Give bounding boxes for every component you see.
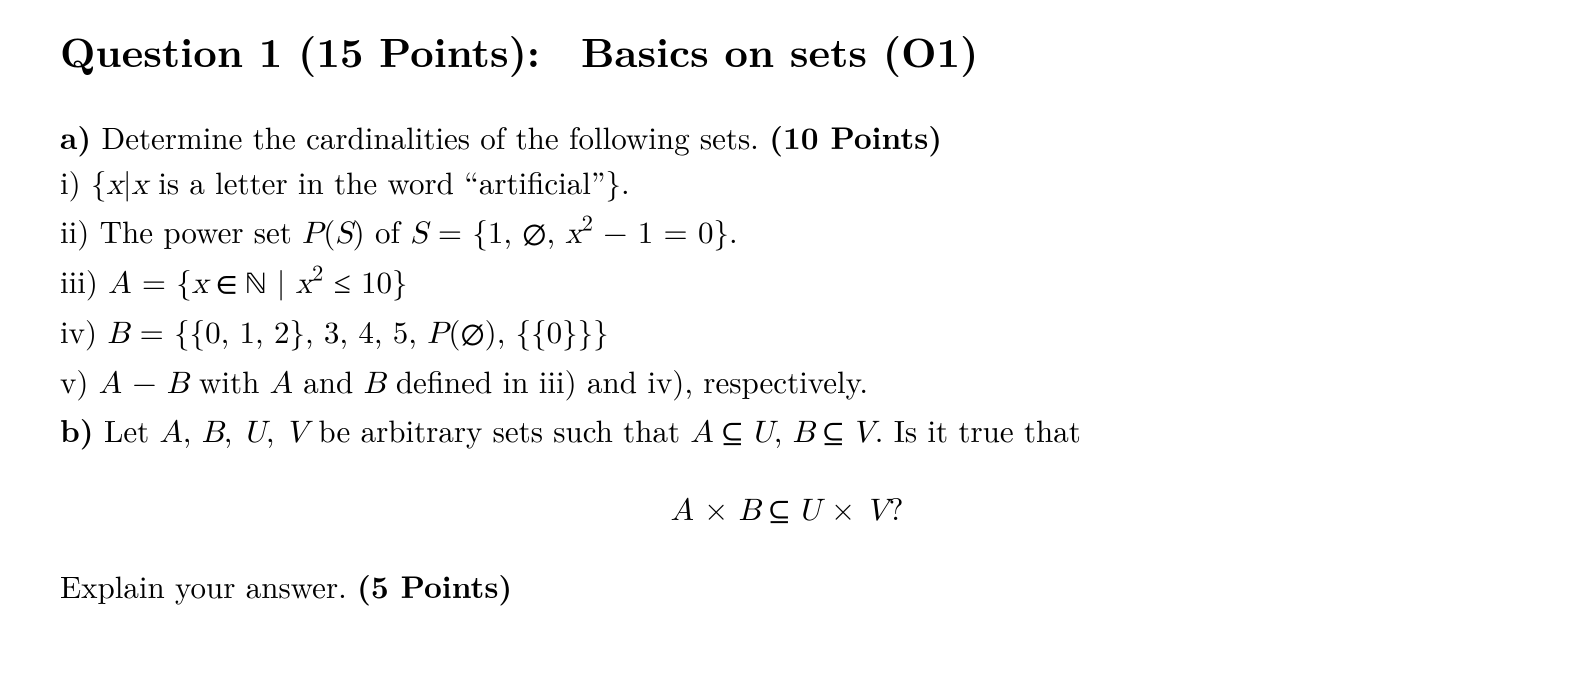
ii-comma: ,: [546, 208, 565, 252]
explain-line: Explain your answer. (5 Points): [60, 563, 1514, 608]
iii-eq: = {: [132, 258, 192, 302]
explain-text: Explain your answer.: [60, 563, 357, 607]
explain-points: (5 Points): [357, 564, 512, 608]
iii-A: A: [108, 269, 131, 300]
v-lead: v): [60, 358, 99, 402]
ii-of: of: [365, 208, 411, 252]
iii-squared: 2: [312, 257, 323, 288]
b-text3: . Is it true that: [875, 407, 1081, 451]
part-a-line: a) Determine the cardinalities of the fo…: [60, 114, 1514, 159]
ii-S2: S: [410, 219, 427, 250]
ii-x: x: [565, 219, 581, 250]
disp-subset: ⊆: [761, 497, 798, 528]
b-text2: be arbitrary sets such that: [308, 407, 690, 451]
disp-V: V: [865, 496, 888, 527]
i-bar: |: [123, 159, 132, 203]
iv-P: P: [427, 319, 448, 350]
b-V: V: [285, 418, 308, 449]
v-B: B: [167, 369, 189, 400]
b-A2: A: [690, 418, 713, 449]
part-a-points: (10 Points): [769, 115, 942, 159]
b-c3: ,: [266, 407, 285, 451]
b-c1: ,: [183, 407, 202, 451]
iv-lead: iv): [60, 308, 107, 352]
item-iii: iii) A = {x ∈ ℕ | x2 ≤ 10}: [60, 258, 1514, 308]
iii-lead: iii): [60, 258, 108, 302]
iii-bar: |: [266, 258, 295, 302]
ii-p2: ): [353, 208, 365, 252]
v-A: A: [99, 369, 122, 400]
iii-x2: x: [296, 269, 312, 300]
v-and: and: [293, 358, 364, 402]
v-rest: defined in iii) and iv), respectively.: [386, 358, 869, 402]
iv-p1: (: [448, 308, 460, 352]
b-U2: U: [750, 418, 773, 449]
disp-qmark: ?: [889, 485, 904, 529]
disp-B: B: [739, 496, 761, 527]
iv-emptyset: ∅: [460, 320, 484, 351]
disp-times2: ×: [821, 485, 866, 529]
item-v: v) A − B with A and B defined in iii) an…: [60, 358, 1514, 407]
i-var-x2: x: [132, 170, 148, 201]
i-var-x: x: [107, 170, 123, 201]
iii-N: ℕ: [245, 270, 266, 301]
question-page: Question 1 (15 Points): Basics on sets (…: [0, 0, 1574, 648]
iv-rest: , {{0}}}: [497, 308, 609, 352]
b-V2: V: [852, 418, 875, 449]
iii-rest: ≤ 10}: [323, 258, 407, 302]
v-with: with: [189, 358, 270, 402]
ii-eq: = {1,: [428, 208, 523, 252]
disp-A: A: [671, 496, 694, 527]
ii-rest: − 1 = 0}.: [593, 208, 738, 252]
b-c2: ,: [224, 407, 243, 451]
iv-B: B: [107, 319, 129, 350]
iv-p2: ): [485, 308, 497, 352]
iii-in: ∈: [208, 270, 245, 301]
ii-emptyset: ∅: [522, 220, 546, 251]
v-A2: A: [270, 369, 293, 400]
b-A: A: [160, 418, 183, 449]
b-U: U: [243, 418, 266, 449]
display-equation: A × B ⊆ U × V?: [60, 485, 1514, 535]
ii-P: P: [302, 219, 323, 250]
part-a-text: Determine the cardinalities of the follo…: [91, 114, 769, 158]
iv-eq: = {{0, 1, 2}, 3, 4, 5,: [129, 308, 427, 352]
b-c4: ,: [774, 407, 793, 451]
part-b-label: b): [60, 408, 94, 452]
iii-x: x: [192, 269, 208, 300]
i-lead: i) {: [60, 159, 107, 203]
b-text1: Let: [94, 407, 160, 451]
item-i: i) {x|x is a letter in the word “artific…: [60, 159, 1514, 208]
ii-squared: 2: [582, 207, 593, 238]
disp-U: U: [797, 496, 820, 527]
b-B2: B: [793, 418, 815, 449]
part-a-label: a): [60, 115, 91, 159]
v-minus: −: [122, 358, 167, 402]
b-sub2: ⊆: [815, 419, 852, 450]
item-iv: iv) B = {{0, 1, 2}, 3, 4, 5, P(∅), {{0}}…: [60, 308, 1514, 358]
v-B2: B: [364, 369, 386, 400]
ii-S: S: [335, 219, 352, 250]
disp-times1: ×: [694, 485, 739, 529]
b-sub1: ⊆: [714, 419, 751, 450]
part-b-line: b) Let A, B, U, V be arbitrary sets such…: [60, 407, 1514, 457]
ii-lead: ii) The power set: [60, 208, 302, 252]
item-ii: ii) The power set P(S) of S = {1, ∅, x2 …: [60, 208, 1514, 258]
b-B: B: [202, 418, 224, 449]
ii-p1: (: [323, 208, 335, 252]
i-rest: is a letter in the word “artificial”}.: [148, 159, 630, 203]
question-title: Question 1 (15 Points): Basics on sets (…: [60, 22, 1514, 80]
